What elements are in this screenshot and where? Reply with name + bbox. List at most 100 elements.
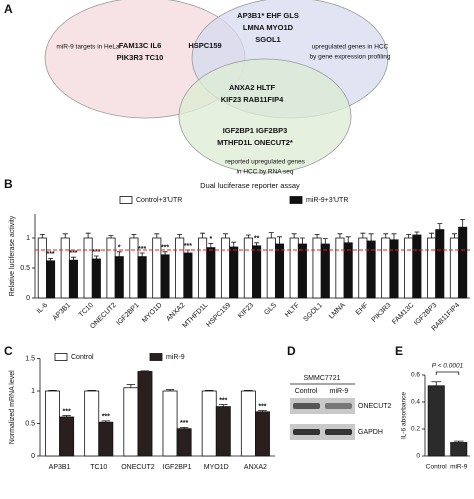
y-tick-label: 1 [26, 235, 30, 242]
x-tick-label: EHF [355, 302, 370, 317]
venn-genes: PIK3R3 TC10 [117, 53, 164, 62]
error-bar [291, 233, 297, 238]
bar [68, 259, 78, 299]
error-bar [299, 237, 305, 244]
venn-set-label: reported upregulated genes [225, 159, 306, 166]
error-bar [360, 232, 366, 238]
x-tick-label: miR-9 [450, 464, 468, 471]
y-tick-label: 0.5 [20, 265, 30, 272]
y-axis-label: Normalized mRNA level [9, 370, 16, 444]
y-tick-label: 1 [31, 388, 35, 395]
error-bar [39, 234, 45, 238]
error-bar [179, 427, 189, 429]
bar [175, 237, 185, 299]
bar [320, 243, 330, 299]
error-bar [245, 234, 251, 238]
bar [123, 387, 139, 457]
error-bar [437, 223, 443, 230]
significance: ** [254, 236, 260, 243]
y-tick-label: 0.2 [411, 426, 420, 433]
error-bar [70, 256, 76, 261]
significance: *** [161, 245, 169, 252]
bar [458, 226, 468, 299]
bar [114, 256, 124, 299]
error-bar [48, 258, 54, 261]
error-bar [62, 233, 68, 238]
significance: *** [46, 251, 54, 258]
x-tick-label: SGOL1 [302, 302, 324, 324]
y-tick-label: 1.5 [25, 355, 35, 362]
x-tick-label: AP3B1 [52, 302, 72, 322]
error-bar [231, 241, 237, 247]
bar [312, 237, 322, 299]
bar [60, 237, 70, 299]
bar [201, 390, 217, 457]
y-axis-label: IL-6 absorbance [401, 392, 408, 439]
x-tick-label: KIF23 [237, 302, 255, 320]
x-tick-label: IGF2BP1 [163, 464, 192, 471]
significance: *** [63, 409, 71, 416]
error-bar [460, 219, 466, 228]
x-tick-label: ANXA2 [244, 464, 267, 471]
error-bar [368, 233, 374, 241]
x-tick-label: TC10 [78, 302, 95, 319]
y-tick-label: 0.4 [411, 399, 420, 406]
significance: *** [102, 414, 110, 421]
significance: *** [184, 243, 192, 250]
bar [37, 237, 47, 299]
legend-label: miR-9 [166, 354, 185, 361]
lane-label: Control [295, 388, 318, 395]
bar [106, 237, 116, 299]
error-bar [451, 233, 457, 238]
panel-letter: C [4, 344, 13, 358]
bar [137, 256, 147, 299]
error-bar [208, 243, 214, 248]
error-bar [414, 231, 420, 235]
x-tick-label: TC10 [90, 464, 107, 471]
bar [198, 237, 208, 299]
bar [183, 252, 193, 299]
bar [435, 229, 445, 299]
bar [274, 243, 285, 299]
y-tick-label: 0 [26, 295, 30, 302]
blot-band [325, 429, 352, 435]
error-bar [48, 389, 57, 391]
bar [46, 260, 56, 299]
x-tick-label: HSPC159 [205, 302, 232, 329]
x-tick-label: MYO1D [141, 302, 164, 325]
error-bar [383, 233, 389, 238]
error-bar [140, 370, 150, 372]
significance: *** [92, 249, 100, 256]
venn-genes: HSPC159 [188, 41, 221, 50]
legend-swatch [54, 353, 68, 361]
x-tick-label: IGF2BP1 [115, 302, 140, 327]
bar [449, 237, 459, 299]
blot-membrane [290, 424, 355, 440]
bar [297, 243, 307, 299]
y-axis-label: Relative luciferase activity [9, 215, 16, 296]
bar [358, 237, 368, 299]
bar [91, 258, 101, 299]
bar [381, 237, 391, 299]
blot-membrane [290, 398, 355, 414]
bar [215, 406, 231, 457]
x-tick-label: PIK3R3 [371, 302, 393, 324]
venn-genes: MTHFD1L ONECUT2* [217, 138, 293, 147]
venn-genes: SGOL1 [255, 35, 280, 44]
x-tick-label: AP3B1 [49, 464, 71, 471]
bar [45, 390, 60, 457]
error-bar [93, 255, 99, 259]
significance: * [118, 245, 121, 252]
venn-set-label: in HCC by RNA seq [236, 169, 293, 176]
error-bar [431, 381, 442, 386]
x-tick-label: MYO1D [204, 464, 229, 471]
error-bar [314, 234, 320, 238]
bar [343, 242, 353, 299]
error-bar [139, 252, 145, 257]
bar [412, 234, 422, 299]
x-tick-label: MTHFD1L [182, 302, 210, 330]
x-tick-label: ANXA2 [165, 302, 186, 323]
bar [162, 390, 178, 457]
bar [240, 390, 256, 457]
